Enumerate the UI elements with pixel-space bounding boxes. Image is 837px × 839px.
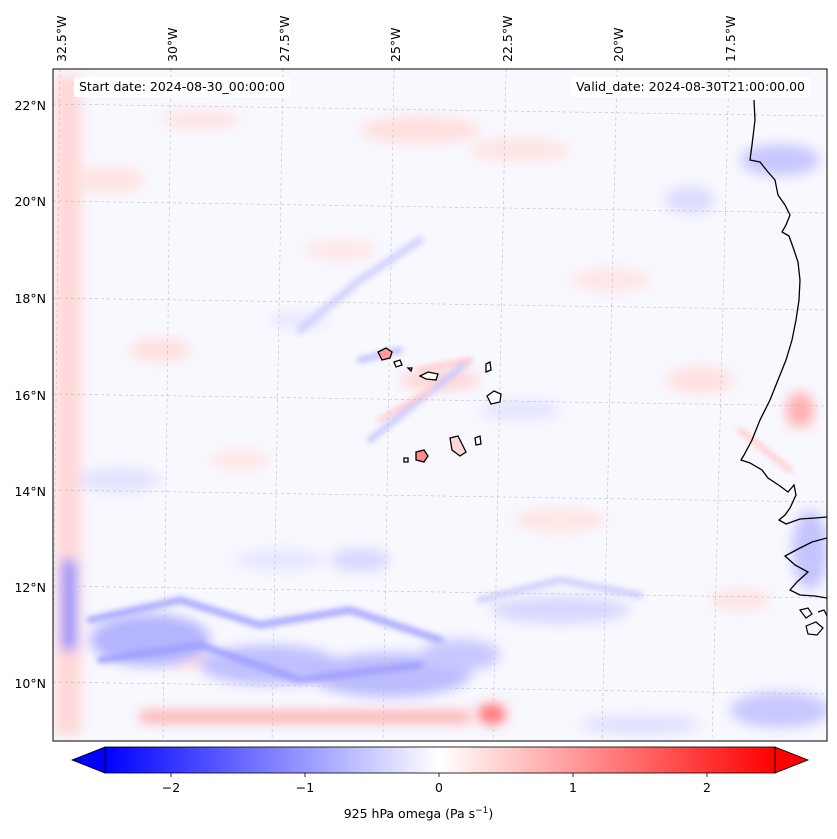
- island-sal: [485, 361, 492, 373]
- valid-date-label: Valid_date: 2024-08-30T21:00:00.00: [570, 77, 810, 97]
- omega-field: [55, 75, 827, 735]
- lon-label: 27.5°W: [277, 16, 292, 62]
- island-santo-antao: [377, 347, 393, 361]
- island-santa-luzia: [406, 367, 413, 373]
- colorbar-tick-label: 2: [703, 780, 711, 795]
- lat-label: 22°N: [14, 98, 46, 113]
- lon-label: 25°W: [388, 27, 403, 62]
- island-sao-vicente: [393, 359, 403, 368]
- cape-verde-islands: [377, 347, 502, 463]
- colorbar-body: [105, 747, 775, 773]
- colorbar-outline: [104, 746, 776, 774]
- colorbar-tick-label: 0: [435, 780, 443, 795]
- lat-label: 10°N: [14, 676, 46, 691]
- colorbar-max-extension: [774, 746, 810, 774]
- lat-label: 18°N: [14, 291, 46, 306]
- lat-label: 20°N: [14, 194, 46, 209]
- lon-label: 17.5°W: [723, 16, 738, 62]
- coastline-africa: [740, 99, 827, 525]
- island-boa-vista: [486, 390, 502, 405]
- colorbar-tick-label: 1: [569, 780, 577, 795]
- coastline-islets: [798, 607, 827, 636]
- lon-label: 20°W: [611, 27, 626, 62]
- island-fogo: [415, 449, 429, 463]
- island-santiago: [449, 435, 467, 457]
- colorbar: −2 −1 0 1 2: [70, 746, 810, 795]
- omega-streaks: [86, 236, 793, 684]
- start-date-label: Start date: 2024-08-30_00:00:00: [74, 77, 290, 97]
- colorbar-tick-label: −2: [162, 780, 180, 795]
- longitude-labels: 32.5°W 30°W 27.5°W 25°W 22.5°W 20°W 17.5…: [54, 16, 738, 62]
- island-sao-nicolau: [418, 371, 439, 381]
- coastline-south: [783, 537, 827, 599]
- map-frame: [52, 68, 828, 742]
- lat-label: 12°N: [14, 580, 46, 595]
- colorbar-label-main: 925 hPa omega (Pa s: [343, 806, 476, 822]
- lat-label: 16°N: [14, 388, 46, 403]
- lat-label: 14°N: [14, 484, 46, 499]
- gridlines: [53, 69, 827, 741]
- island-brava: [403, 457, 409, 463]
- colorbar-label: 925 hPa omega (Pa s−1): [0, 806, 837, 821]
- colorbar-ticks: [170, 773, 708, 777]
- colorbar-tick-label: −1: [296, 780, 314, 795]
- colorbar-label-exponent: −1: [475, 806, 489, 816]
- lon-label: 32.5°W: [54, 16, 69, 62]
- map-panel: [53, 69, 827, 741]
- latitude-labels: 22°N 20°N 18°N 16°N 14°N 12°N 10°N: [14, 98, 46, 691]
- colorbar-min-extension: [70, 746, 106, 774]
- colorbar-label-end: ): [488, 806, 494, 822]
- lon-label: 30°W: [165, 27, 180, 62]
- island-maio: [474, 435, 482, 446]
- lon-label: 22.5°W: [500, 16, 515, 62]
